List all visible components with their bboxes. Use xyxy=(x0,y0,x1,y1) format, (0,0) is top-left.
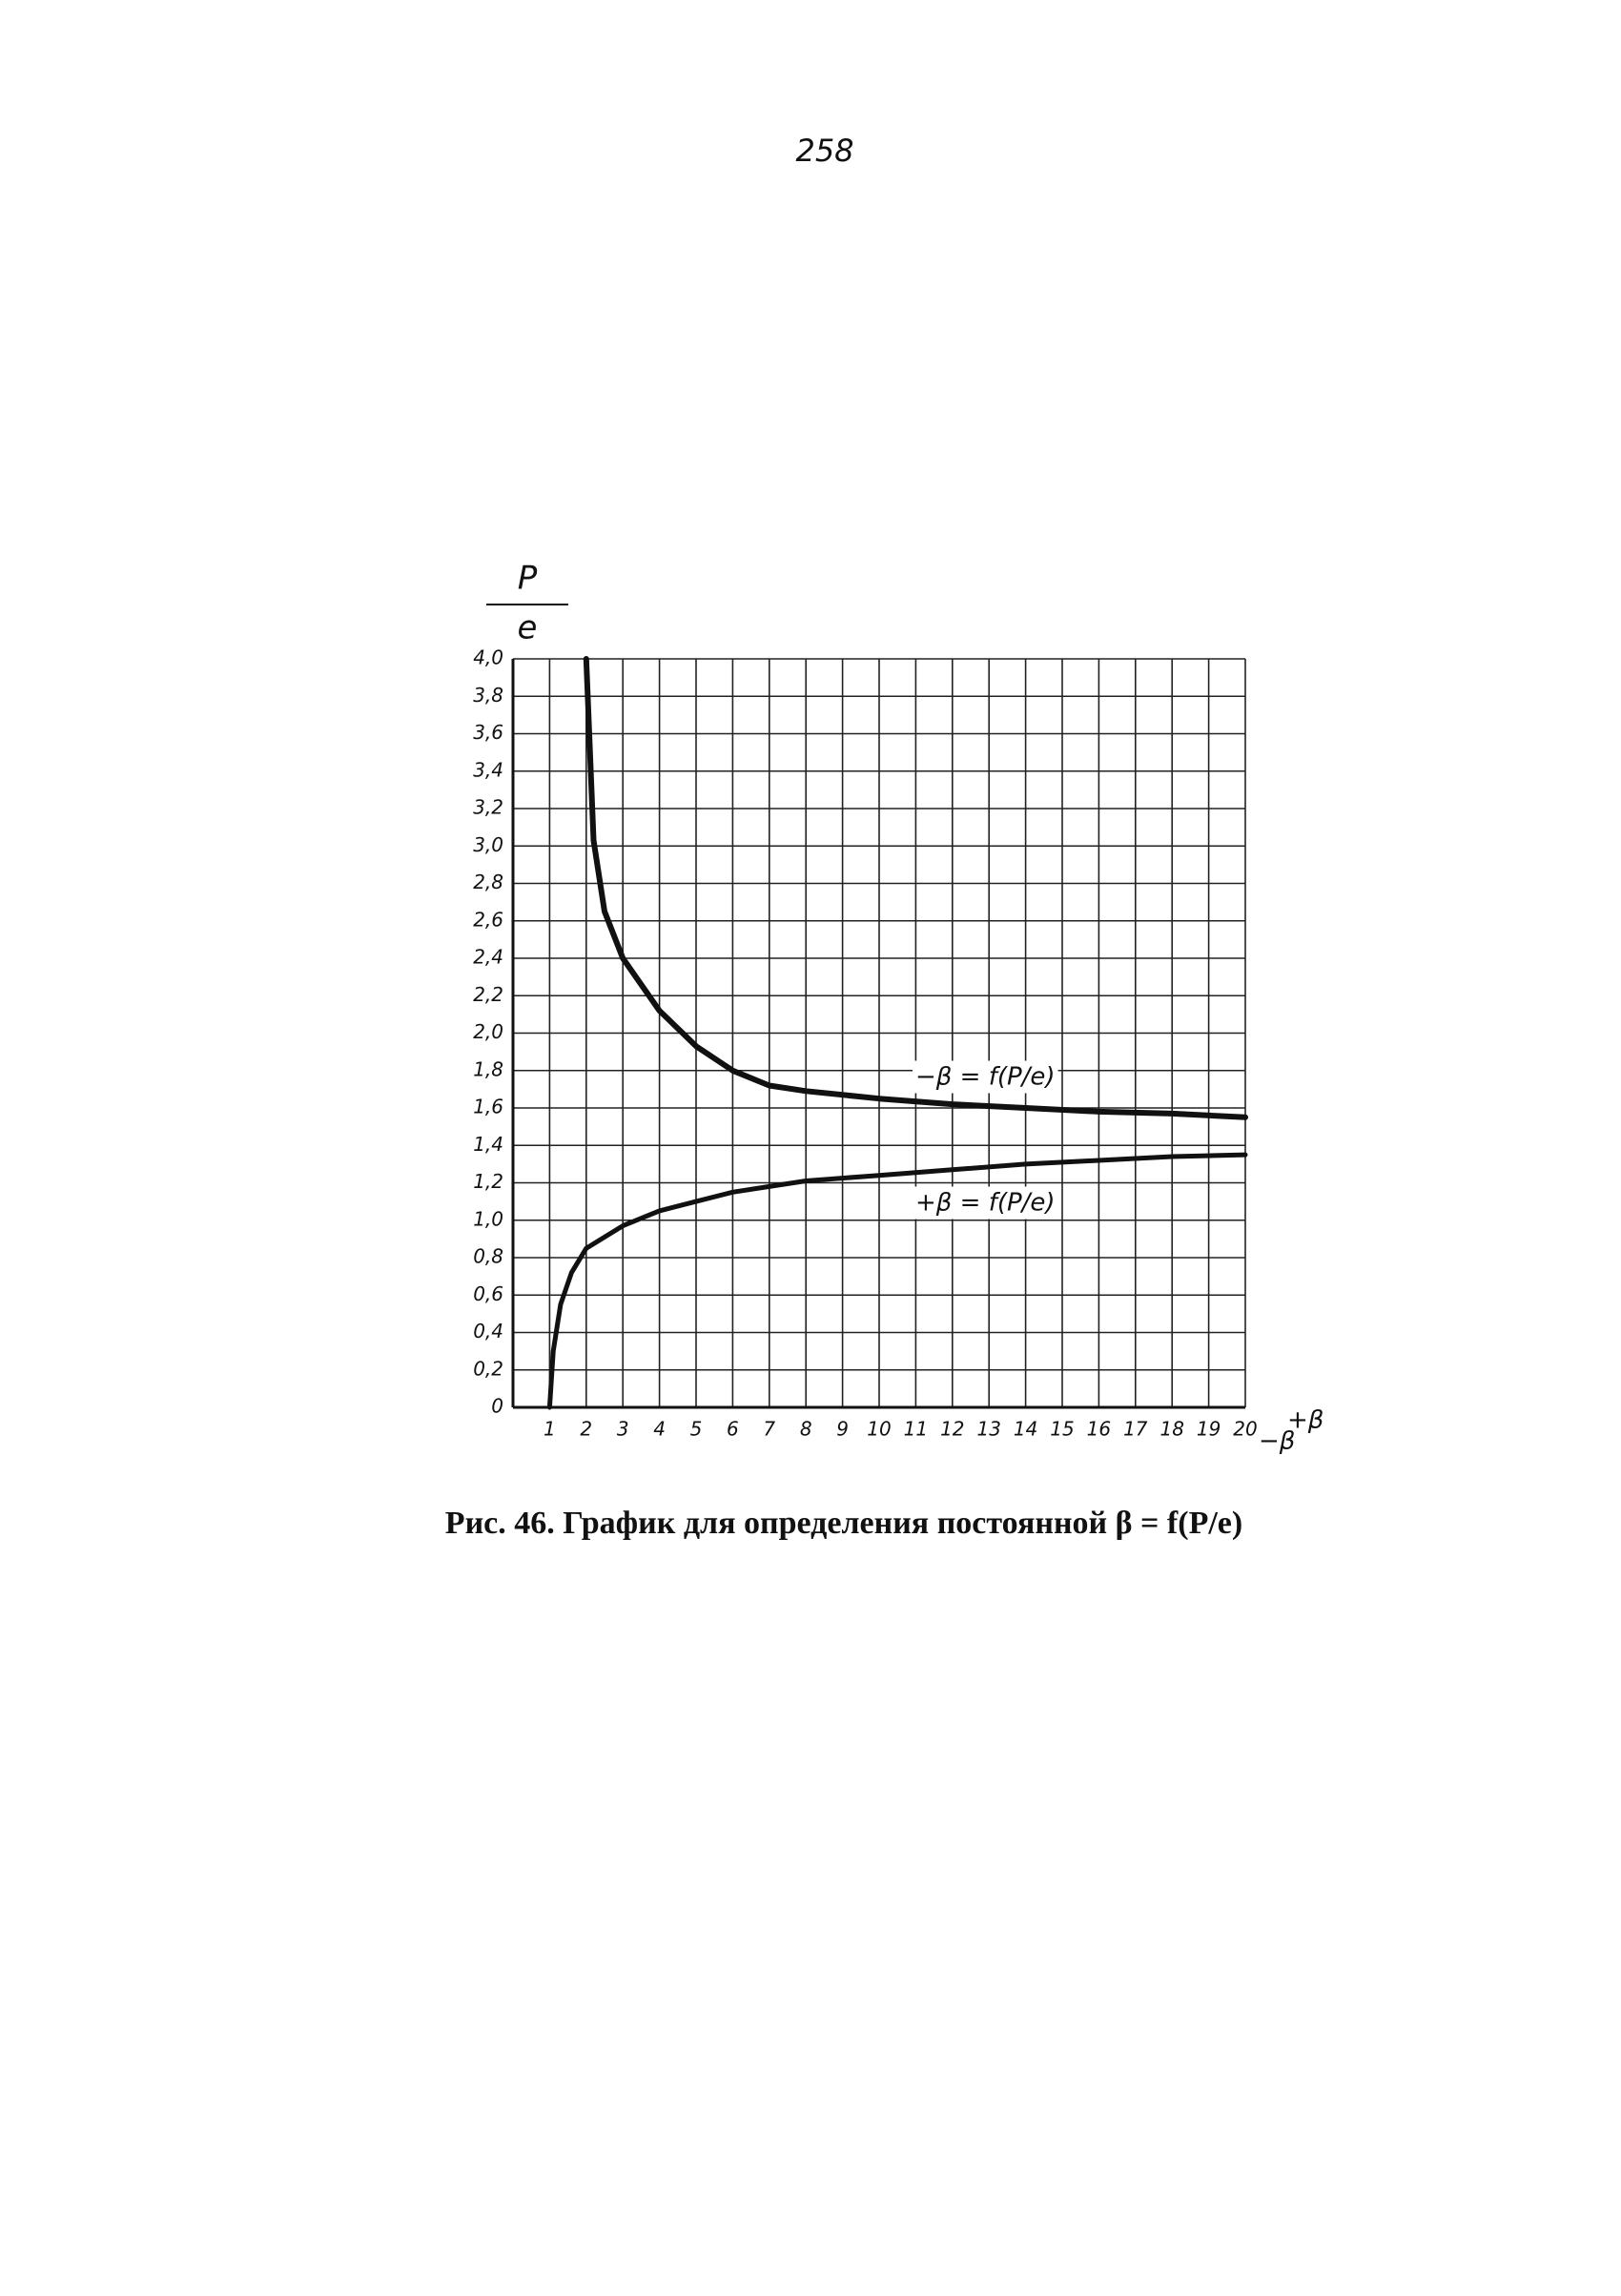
x-tick-label: 9 xyxy=(836,1418,849,1441)
x-tick-label: 2 xyxy=(580,1418,592,1441)
y-tick-label: 0,4 xyxy=(473,1320,503,1343)
y-tick-label: 1,8 xyxy=(473,1057,503,1080)
y-tick-label: 3,6 xyxy=(473,721,503,744)
y-axis-label: e xyxy=(518,609,538,647)
y-tick-label: 1,2 xyxy=(473,1170,503,1193)
x-tick-label: 8 xyxy=(800,1418,812,1441)
y-tick-label: 3,8 xyxy=(473,684,503,707)
y-tick-label: 2,8 xyxy=(473,871,503,893)
series-line xyxy=(546,1152,1248,1410)
page-number: 258 xyxy=(795,133,853,169)
x-tick-label: 11 xyxy=(904,1418,928,1441)
x-tick-label: 20 xyxy=(1233,1418,1257,1441)
x-tick-label: 5 xyxy=(690,1418,703,1441)
y-tick-label: 1,6 xyxy=(473,1096,503,1118)
x-tick-label: 13 xyxy=(976,1418,1000,1441)
y-tick-label: 2,4 xyxy=(473,946,503,969)
y-axis-label: P xyxy=(518,560,538,598)
y-tick-label: 0,8 xyxy=(473,1245,503,1268)
series-label-bg xyxy=(913,1060,1058,1094)
y-tick-label: 2,0 xyxy=(473,1020,503,1043)
series-label: −β = f(P/e) xyxy=(915,1063,1056,1092)
y-tick-label: 0,6 xyxy=(473,1282,503,1305)
y-tick-label: 3,4 xyxy=(473,758,503,781)
series-line xyxy=(583,656,1248,1120)
x-tick-label: 14 xyxy=(1014,1418,1037,1441)
x-tick-label: 18 xyxy=(1159,1418,1183,1441)
x-tick-label: 1 xyxy=(544,1418,556,1441)
x-axis-label: −β xyxy=(1259,1427,1295,1456)
y-tick-label: 3,0 xyxy=(473,833,503,856)
x-tick-label: 4 xyxy=(653,1418,666,1441)
x-tick-label: 6 xyxy=(727,1418,739,1441)
caption: Рис. 46. График для определения постоянн… xyxy=(445,1506,1242,1541)
x-tick-label: 10 xyxy=(867,1418,891,1441)
x-tick-label: 16 xyxy=(1087,1418,1111,1441)
x-axis-label: +β xyxy=(1287,1406,1323,1435)
y-tick-label: 3,2 xyxy=(473,796,503,819)
x-tick-label: 19 xyxy=(1197,1418,1221,1441)
series-label-bg xyxy=(913,1186,1058,1220)
x-tick-label: 7 xyxy=(763,1418,775,1441)
y-tick-label: 0 xyxy=(491,1395,503,1418)
x-tick-label: 12 xyxy=(940,1418,964,1441)
y-tick-label: 1,4 xyxy=(473,1133,503,1156)
x-tick-label: 17 xyxy=(1123,1418,1148,1441)
x-tick-label: 15 xyxy=(1050,1418,1074,1441)
y-tick-label: 1,0 xyxy=(473,1207,503,1230)
y-tick-label: 2,6 xyxy=(473,908,503,931)
y-tick-label: 2,2 xyxy=(473,983,503,1006)
series-label: +β = f(P/e) xyxy=(915,1189,1056,1218)
y-tick-label: 4,0 xyxy=(473,646,503,669)
y-tick-label: 0,2 xyxy=(473,1357,503,1380)
x-tick-label: 3 xyxy=(617,1418,629,1441)
